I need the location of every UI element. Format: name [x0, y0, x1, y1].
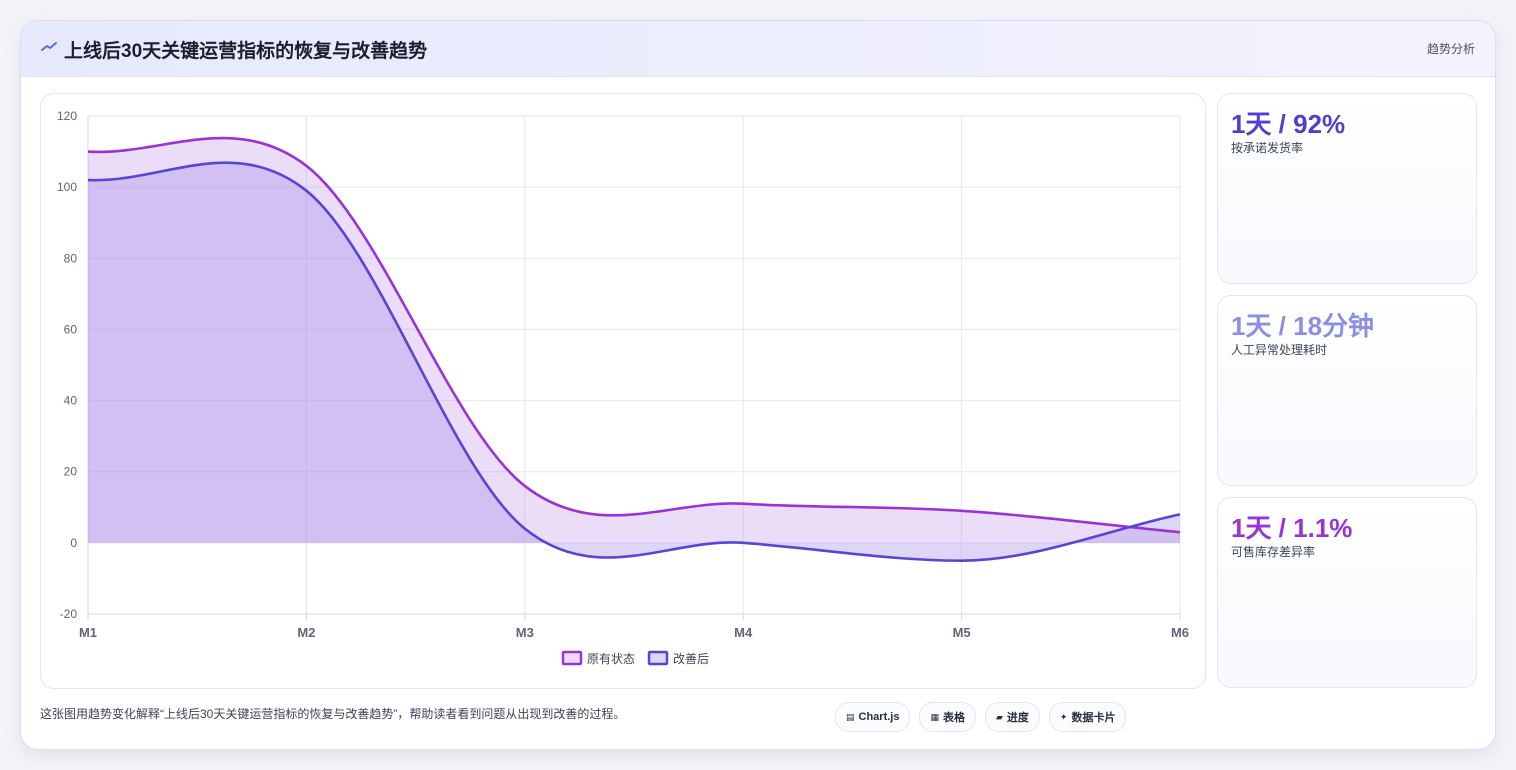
kpi-value: 1天 / 92% [1231, 109, 1346, 139]
x-tick-label: M4 [734, 625, 753, 640]
kpi-value: 1天 / 18分钟 [1231, 311, 1375, 341]
y-tick-label: 0 [70, 536, 77, 550]
chart-icon: ▤ [846, 711, 855, 722]
card-header: 上线后30天关键运营指标的恢复与改善趋势 趋势分析 [21, 21, 1495, 77]
series-line [87, 136, 1181, 534]
y-tick-label: 40 [64, 394, 78, 408]
x-tick-label: M5 [953, 625, 971, 640]
series-line [87, 161, 1181, 562]
table-icon: ▦ [930, 711, 939, 722]
chip-label: Chart.js [858, 711, 900, 723]
kpi-label: 可售库存差异率 [1231, 545, 1316, 559]
y-tick-label: 20 [64, 465, 78, 479]
chip-progress[interactable]: ▰ 进度 [985, 702, 1040, 732]
tag-chips: ▤ Chart.js ▦ 表格 ▰ 进度 ✦ 数据卡片 [835, 702, 1127, 732]
kpi-label: 人工异常处理耗时 [1231, 343, 1328, 357]
kpi-label: 按承诺发货率 [1231, 141, 1304, 155]
chip-label: 数据卡片 [1071, 712, 1116, 724]
analysis-tag: 趋势分析 [1426, 42, 1475, 56]
x-tick-label: M2 [297, 625, 315, 640]
series-area [88, 162, 1180, 561]
chip-data-card[interactable]: ✦ 数据卡片 [1048, 702, 1127, 732]
y-tick-label: -20 [60, 607, 78, 621]
y-tick-label: 60 [64, 322, 78, 336]
legend-swatch [561, 650, 583, 666]
legend-item: 原有状态 [561, 650, 635, 666]
chart-panel: -20 0 20 40 60 80 100 120 M1 M2 M3 M4 M5 M6 原有状态 改善后 [40, 93, 1206, 689]
chip-label: 进度 [1006, 712, 1029, 724]
y-tick-label: 80 [64, 251, 78, 265]
progress-icon: ▰ [996, 711, 1003, 722]
chip-table[interactable]: ▦ 表格 [919, 702, 976, 732]
legend-swatch [647, 650, 669, 666]
chart-description: 这张图用趋势变化解释“上线后30天关键运营指标的恢复与改善趋势”，帮助读者看到问… [40, 707, 626, 721]
trend-chart: -20 0 20 40 60 80 100 120 M1 M2 M3 M4 M5 M6 原有状态 改善后 [57, 109, 1189, 666]
y-tick-label: 120 [57, 109, 77, 123]
chip-label: 表格 [943, 712, 965, 724]
x-tick-label: M3 [516, 625, 534, 640]
legend-item: 改善后 [647, 650, 709, 666]
legend-label: 原有状态 [587, 652, 635, 666]
y-tick-label: 100 [57, 180, 77, 194]
kpi-card-inventory-diff: 1天 / 1.1% 可售库存差异率 [1217, 497, 1477, 688]
series-area [88, 138, 1180, 543]
x-tick-label: M6 [1171, 625, 1189, 640]
chip-chartjs[interactable]: ▤ Chart.js [835, 702, 911, 732]
legend-label: 改善后 [673, 651, 709, 666]
kpi-value: 1天 / 1.1% [1231, 513, 1353, 543]
page-title: 上线后30天关键运营指标的恢复与改善趋势 [64, 41, 428, 62]
trend-icon [41, 42, 57, 51]
x-tick-label: M1 [79, 625, 97, 640]
chart-card: 上线后30天关键运营指标的恢复与改善趋势 趋势分析 -20 0 20 40 60 80 10… [20, 20, 1496, 750]
sparkle-icon: ✦ [1059, 711, 1068, 722]
kpi-card-shipping-rate: 1天 / 92% 按承诺发货率 [1217, 93, 1477, 284]
kpi-card-exception-time: 1天 / 18分钟 人工异常处理耗时 [1217, 295, 1477, 486]
